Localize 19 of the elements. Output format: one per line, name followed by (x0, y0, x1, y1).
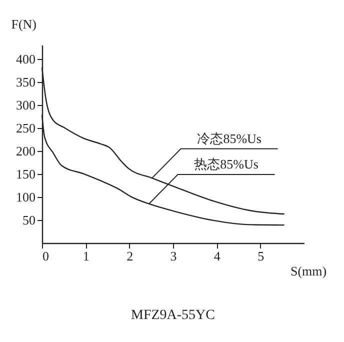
y-tick-label: 300 (16, 97, 36, 112)
y-tick-label: 50 (22, 212, 36, 228)
text: MFZ9A-55YC (130, 308, 216, 323)
x-tick-label: 1 (82, 248, 90, 264)
y-tick-label: 100 (16, 189, 36, 204)
y-tick-label: 400 (16, 51, 36, 66)
y-tick-label: 200 (16, 143, 36, 158)
y-axis-title: F(N) (11, 16, 36, 32)
x-tick-label: 3 (170, 248, 177, 264)
annotation: 冷态85%Us (197, 130, 262, 146)
x-tick-label: 4 (214, 248, 221, 264)
x-tick-label: 0 (42, 248, 49, 264)
x-tick-label: 5 (258, 248, 264, 264)
y-tick-label: 350 (16, 74, 36, 90)
annotation: 热态85%Us (194, 156, 258, 172)
x-axis-title: S(mm) (290, 264, 327, 278)
y-tick-label: 150 (16, 166, 36, 182)
y-tick-label: 250 (16, 120, 36, 136)
x-tick-label: 2 (126, 248, 134, 264)
